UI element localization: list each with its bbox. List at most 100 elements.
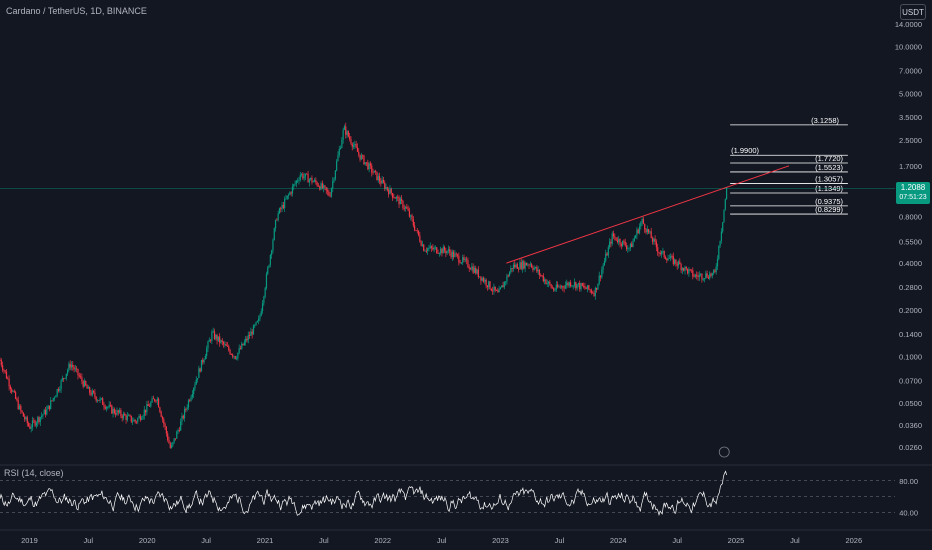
candle-body bbox=[390, 188, 392, 194]
candle-body bbox=[274, 219, 277, 229]
candle-body bbox=[666, 258, 668, 261]
candle-body bbox=[398, 197, 400, 205]
candle-body bbox=[597, 283, 599, 290]
candle-body bbox=[342, 129, 344, 140]
candle-body bbox=[11, 389, 13, 392]
candle-body bbox=[44, 409, 47, 415]
candle-body bbox=[200, 359, 203, 372]
candle-body bbox=[281, 204, 283, 210]
x-tick-label: Jul bbox=[437, 536, 447, 545]
candle-body bbox=[51, 400, 53, 402]
candle-body bbox=[508, 272, 511, 277]
candle-body bbox=[360, 155, 362, 160]
candle-body bbox=[707, 277, 710, 279]
candle-body bbox=[415, 230, 417, 232]
candle-body bbox=[544, 279, 546, 282]
x-tick-label: Jul bbox=[319, 536, 329, 545]
candle-body bbox=[616, 240, 619, 243]
x-tick-label: Jul bbox=[672, 536, 682, 545]
candle-body bbox=[650, 231, 652, 239]
candle-body bbox=[60, 380, 62, 390]
candle-body bbox=[610, 241, 612, 244]
candle-body bbox=[320, 183, 322, 190]
candle-body bbox=[518, 268, 520, 270]
candle-body bbox=[512, 264, 515, 269]
candle-body bbox=[417, 230, 420, 236]
candle-body bbox=[59, 389, 61, 391]
candle-body bbox=[683, 268, 685, 271]
candle-body bbox=[551, 287, 554, 289]
candle-body bbox=[659, 253, 661, 254]
candle-body bbox=[21, 410, 23, 413]
candle-body bbox=[138, 415, 140, 419]
currency-button[interactable]: USDT bbox=[900, 4, 926, 20]
candle-body bbox=[271, 250, 273, 255]
candle-body bbox=[454, 253, 456, 258]
candle-body bbox=[330, 188, 333, 197]
candle-body bbox=[663, 250, 665, 258]
candle-body bbox=[94, 392, 96, 397]
candle-body bbox=[73, 367, 75, 370]
candle-body bbox=[637, 229, 639, 234]
candle-body bbox=[246, 338, 248, 341]
candle-body bbox=[354, 143, 356, 146]
candle-body bbox=[394, 197, 396, 199]
candle-body bbox=[588, 285, 590, 290]
candle-body bbox=[534, 267, 537, 268]
x-tick-label: 2022 bbox=[374, 536, 391, 545]
candle-body bbox=[585, 288, 587, 290]
candle-body bbox=[555, 284, 557, 290]
candle-body bbox=[134, 419, 136, 422]
candle-body bbox=[489, 281, 491, 289]
candle-body bbox=[312, 181, 314, 183]
candle-body bbox=[195, 379, 197, 385]
candle-body bbox=[542, 275, 544, 282]
candle-body bbox=[706, 273, 708, 278]
candle-body bbox=[676, 263, 678, 266]
candle-body bbox=[72, 364, 74, 368]
candle-body bbox=[99, 398, 101, 401]
candle-body bbox=[602, 265, 604, 270]
candle-body bbox=[146, 404, 148, 413]
candle-body bbox=[590, 290, 593, 293]
candle-body bbox=[255, 321, 257, 325]
candle-body bbox=[135, 421, 138, 423]
candle-body bbox=[369, 163, 372, 166]
candle-body bbox=[70, 364, 73, 368]
candle-body bbox=[657, 247, 659, 253]
x-tick-label: 2020 bbox=[139, 536, 156, 545]
candle-body bbox=[183, 408, 186, 419]
candle-body bbox=[443, 246, 446, 251]
candle-body bbox=[1, 365, 4, 370]
candle-body bbox=[648, 228, 650, 233]
candle-body bbox=[606, 253, 608, 256]
x-tick-label: 2025 bbox=[728, 536, 745, 545]
candle-body bbox=[545, 279, 547, 285]
candle-body bbox=[644, 223, 646, 230]
candle-body bbox=[295, 180, 297, 184]
candle-body bbox=[479, 276, 481, 278]
candle-body bbox=[458, 255, 460, 263]
overlay bbox=[0, 165, 895, 458]
candle-body bbox=[473, 267, 476, 273]
candle-body bbox=[507, 275, 509, 277]
candle-body bbox=[412, 219, 414, 226]
candle-body bbox=[709, 273, 711, 279]
candle-body bbox=[190, 396, 192, 401]
candle-body bbox=[501, 285, 503, 288]
candle-body bbox=[432, 247, 434, 250]
fib-levels: (3.1258) (1.9900) (1.7720)(1.5523) (1.3057)… bbox=[730, 116, 848, 215]
candle-body bbox=[441, 248, 443, 254]
candle-body bbox=[378, 176, 381, 182]
candle-body bbox=[700, 273, 702, 275]
candle-body bbox=[310, 177, 312, 180]
candle-body bbox=[404, 206, 407, 209]
candle-body bbox=[125, 415, 127, 420]
x-tick-label: Jul bbox=[84, 536, 94, 545]
candle-body bbox=[450, 252, 452, 258]
candle-body bbox=[715, 266, 717, 272]
candle-body bbox=[510, 268, 512, 273]
fib-label: (1.3057) bbox=[815, 175, 843, 184]
candle-body bbox=[186, 407, 188, 410]
